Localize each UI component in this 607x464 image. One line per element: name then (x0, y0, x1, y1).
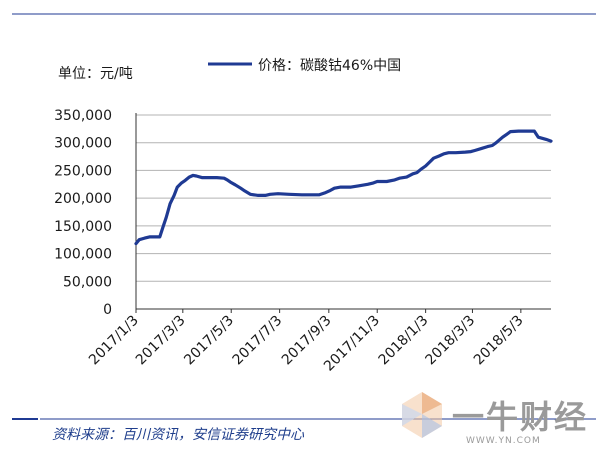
x-tick-label: 2018/5/3 (471, 313, 527, 369)
y-tick-label: 100,000 (54, 247, 112, 263)
x-tick-label: 2018/1/3 (376, 313, 432, 369)
x-tick-label: 2017/3/3 (133, 313, 189, 369)
watermark-logo-icon (396, 388, 448, 440)
y-tick-label: 200,000 (54, 191, 112, 207)
x-tick-label: 2017/7/3 (230, 313, 286, 369)
x-tick-label: 2017/1/3 (86, 313, 142, 369)
x-axis-ticks: 2017/1/32017/3/32017/5/32017/7/32017/9/3… (86, 309, 527, 375)
y-tick-label: 50,000 (63, 274, 112, 290)
watermark-url: WWW.YN.COM (466, 436, 541, 446)
y-tick-label: 350,000 (54, 108, 112, 124)
y-axis-ticks: 0 50,000 100,000 150,000 200,000 250,000 300,0… (54, 108, 112, 318)
series-layer (134, 129, 553, 246)
y-tick-label: 0 (103, 302, 112, 318)
watermark-text: 一牛财经 (452, 398, 589, 436)
gridlines (136, 114, 551, 282)
x-tick-label: 2018/3/3 (422, 313, 478, 369)
unit-label: 单位：元/吨 (58, 66, 133, 82)
legend-label: 价格：碳酸钴46%中国 (258, 58, 402, 74)
y-tick-label: 250,000 (54, 163, 112, 179)
x-tick-label: 2017/5/3 (181, 313, 237, 369)
series-line (134, 129, 553, 246)
source-note: 资料来源：百川资讯，安信证券研究中心 (52, 427, 304, 443)
y-tick-label: 150,000 (54, 219, 112, 235)
axes (135, 113, 551, 310)
y-tick-label: 300,000 (54, 136, 112, 152)
